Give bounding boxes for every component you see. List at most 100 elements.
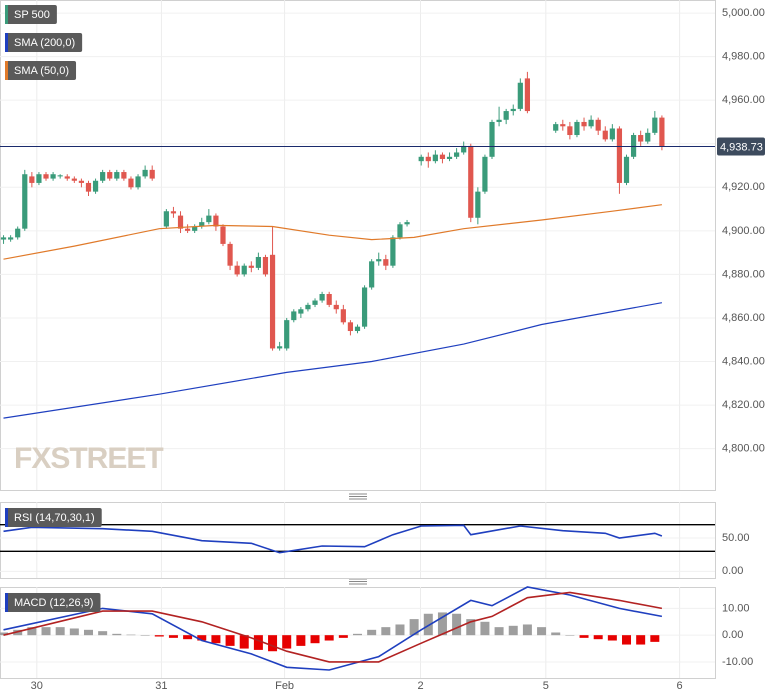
candle-body	[383, 259, 389, 266]
line	[3, 586, 663, 671]
legend-box	[5, 508, 102, 527]
candle-body	[333, 304, 339, 310]
y-tick-label: 4,820.00	[722, 399, 765, 411]
histogram-bar	[41, 627, 51, 636]
y-tick-label: -10.00	[722, 656, 753, 668]
histogram-bar	[239, 635, 249, 649]
candle-body	[468, 145, 474, 218]
candle-body	[340, 309, 346, 323]
histogram-bar	[183, 635, 193, 640]
y-tick-label: 4,960.00	[722, 94, 765, 106]
candle-body	[241, 265, 247, 275]
histogram-bar	[367, 629, 377, 636]
candle-body	[553, 124, 559, 131]
candle-body	[496, 119, 502, 122]
y-tick-label: 4,980.00	[722, 51, 765, 63]
candle-body	[43, 174, 49, 179]
y-tick-label: 4,860.00	[722, 312, 765, 324]
candle-body	[489, 121, 495, 157]
histogram-bar	[324, 635, 334, 641]
candle-body	[142, 169, 148, 177]
candle-body	[50, 174, 56, 179]
candle-body	[510, 108, 516, 112]
candle-body	[100, 172, 106, 181]
legend-swatch	[5, 61, 8, 80]
legend-swatch	[5, 33, 8, 52]
candle-body	[248, 265, 254, 268]
histogram-bar	[197, 635, 207, 641]
candle-body	[8, 237, 14, 240]
candle-body	[482, 156, 488, 192]
histogram-bar	[522, 624, 532, 636]
candle-body	[354, 326, 361, 332]
histogram-bar	[55, 627, 65, 636]
candle-body	[517, 82, 523, 109]
candle-body	[121, 172, 127, 179]
y-tick-label: 4,920.00	[722, 181, 765, 193]
histogram-bar	[480, 621, 490, 636]
last-price-label: 4,938.73	[720, 141, 763, 153]
candle-body	[29, 176, 35, 183]
candle-body	[588, 119, 594, 127]
candle-body	[659, 117, 665, 147]
candle-body	[36, 174, 42, 183]
candle-body	[227, 243, 233, 266]
candle-body	[64, 176, 70, 179]
candle-body	[107, 172, 113, 179]
candle-body	[446, 156, 453, 159]
histogram-bar	[593, 635, 603, 640]
candle-body	[312, 300, 318, 305]
candle-body	[581, 121, 587, 127]
y-tick-label: 50.00	[722, 532, 750, 544]
legend-box	[5, 593, 101, 612]
candle-body	[128, 178, 134, 188]
histogram-bar	[353, 633, 362, 636]
pane-border	[0, 502, 716, 579]
legend-swatch	[5, 593, 8, 612]
histogram-bar	[565, 635, 575, 636]
histogram-bar	[452, 613, 462, 636]
histogram-bar	[381, 627, 391, 636]
histogram-bar	[112, 633, 122, 636]
histogram-bar	[537, 627, 547, 636]
candle-body	[149, 169, 155, 179]
y-tick-label: 4,900.00	[722, 225, 765, 237]
candle-body	[609, 128, 615, 140]
histogram-bar	[466, 619, 476, 636]
histogram-bar	[622, 635, 632, 645]
candle-body	[475, 191, 481, 218]
candle-body	[369, 261, 375, 288]
legend-box	[5, 33, 83, 52]
histogram-bar	[508, 625, 518, 636]
line	[3, 591, 663, 663]
histogram-bar	[282, 635, 292, 649]
legend-box	[5, 5, 57, 24]
candle-body	[418, 156, 424, 162]
x-tick-label: Feb	[275, 680, 294, 692]
histogram-bar	[423, 613, 433, 636]
histogram-bar	[636, 635, 646, 645]
histogram-bar	[494, 627, 504, 636]
histogram-bar	[126, 634, 136, 636]
y-tick-label: 10.00	[722, 602, 750, 614]
x-tick-label: 30	[31, 680, 43, 692]
histogram-bar	[0, 632, 9, 636]
candle-body	[503, 111, 509, 120]
candle-body	[206, 215, 212, 223]
candle-body	[630, 135, 637, 157]
candle-body	[213, 215, 219, 227]
candle-body	[220, 226, 226, 244]
histogram-bar	[168, 635, 178, 638]
candle-body	[432, 154, 438, 162]
histogram-bar	[27, 627, 37, 636]
x-tick-label: 6	[677, 680, 683, 692]
candle-body	[361, 287, 368, 327]
candle-body	[454, 152, 460, 157]
candle-body	[192, 226, 198, 231]
legend-swatch	[5, 5, 8, 24]
candle-body	[163, 211, 169, 227]
y-tick-label: 4,800.00	[722, 443, 765, 455]
